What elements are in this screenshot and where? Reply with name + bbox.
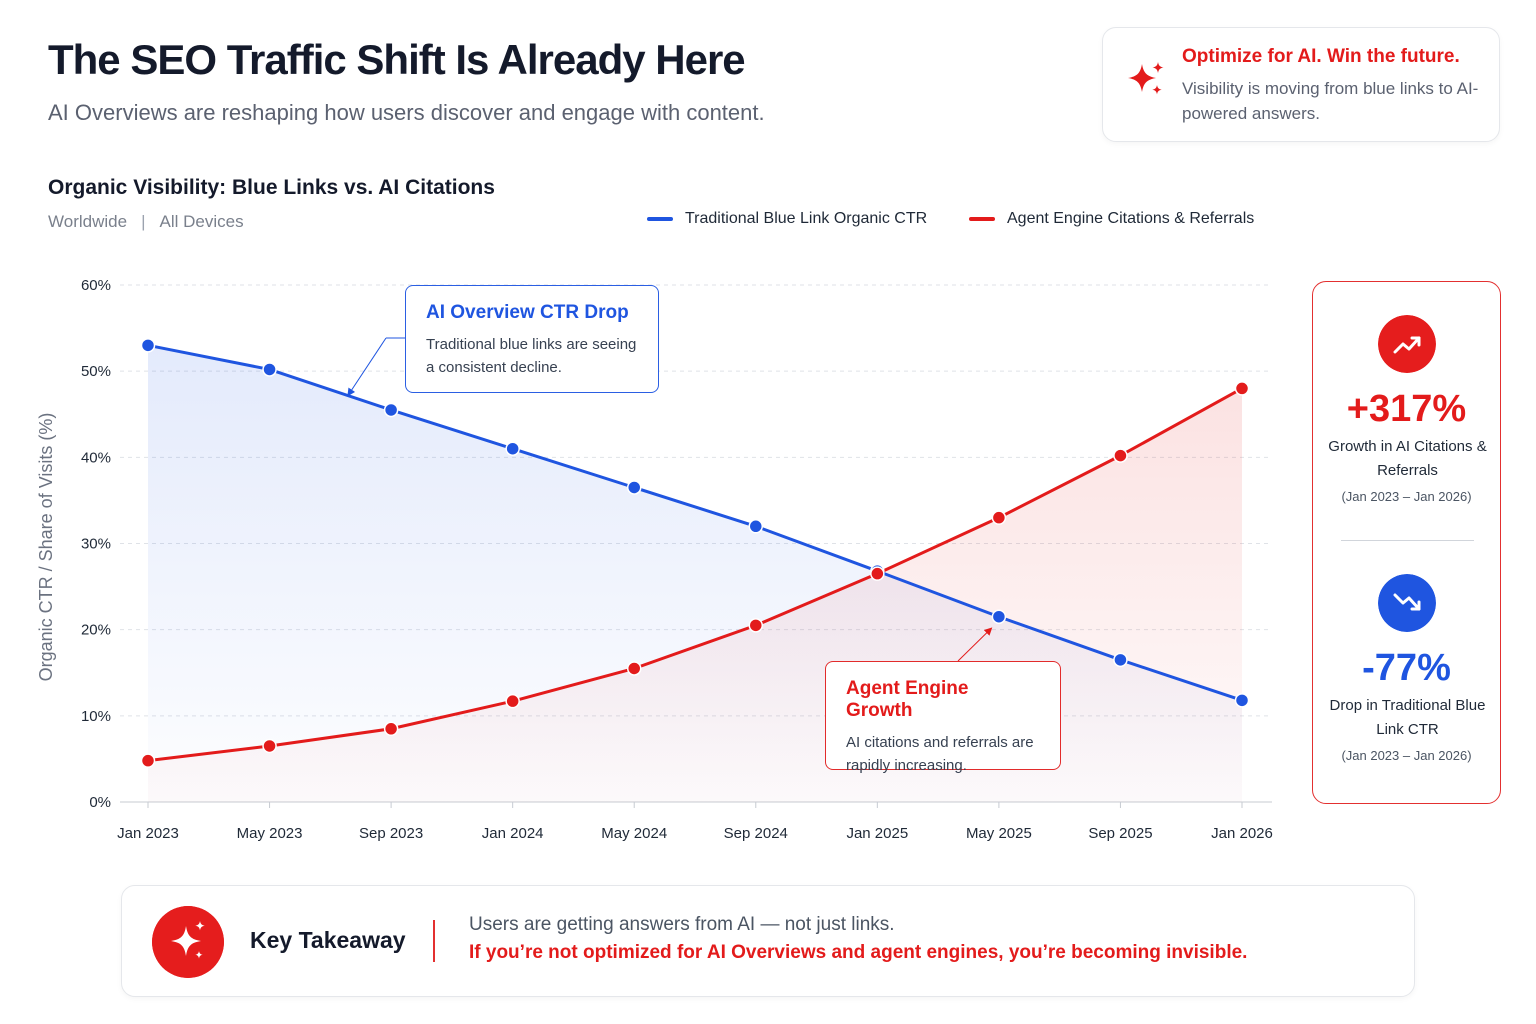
stat-growth-value: +317% — [1346, 388, 1467, 430]
data-point — [262, 362, 277, 377]
data-point — [991, 510, 1007, 525]
region-filter: Worldwide — [48, 212, 128, 231]
callout-agent-growth: Agent Engine Growth AI citations and ref… — [825, 661, 1061, 774]
legend-swatch-blue — [647, 217, 673, 221]
y-tick-label: 0% — [89, 794, 111, 811]
chart-title: Organic Visibility: Blue Links vs. AI Ci… — [48, 176, 495, 199]
promo-card: Optimize for AI. Win the future. Visibil… — [1102, 27, 1500, 142]
data-point — [1234, 381, 1250, 396]
legend-swatch-red — [969, 217, 995, 221]
callout-ctr-drop-text: Traditional blue links are seeing a cons… — [426, 336, 637, 376]
page-title: The SEO Traffic Shift Is Already Here — [48, 36, 746, 83]
data-point — [1113, 652, 1128, 668]
chart-meta: Worldwide | All Devices — [48, 212, 244, 232]
data-point — [748, 519, 764, 534]
data-point — [505, 693, 520, 709]
callout-ctr-drop-title: AI Overview CTR Drop — [426, 302, 629, 323]
meta-separator: | — [141, 212, 146, 231]
data-point — [505, 441, 520, 456]
x-tick-label: Jan 2026 — [1211, 825, 1273, 842]
x-tick-label: Sep 2024 — [724, 825, 788, 842]
data-point — [748, 618, 764, 633]
x-tick-label: May 2025 — [966, 825, 1032, 842]
stat-drop-label: Drop in Traditional Blue Link CTR — [1329, 697, 1486, 738]
data-point — [383, 721, 399, 737]
key-takeaway-banner: Key Takeaway Users are getting answers f… — [121, 885, 1415, 997]
legend-label-blue: Traditional Blue Link Organic CTR — [685, 210, 928, 227]
takeaway-line-1: Users are getting answers from AI — not … — [469, 914, 895, 935]
stat-growth-label: Growth in AI Citations & Referrals — [1328, 438, 1487, 479]
data-point — [1234, 693, 1250, 708]
x-tick-label: Sep 2023 — [359, 825, 423, 842]
y-axis-label: Organic CTR / Share of Visits (%) — [36, 413, 56, 682]
stat-drop-period: (Jan 2023 – Jan 2026) — [1341, 748, 1472, 763]
data-point — [626, 480, 642, 495]
legend-label-red: Agent Engine Citations & Referrals — [1007, 210, 1255, 227]
y-tick-label: 40% — [81, 449, 111, 466]
sparkle-icon — [1128, 62, 1164, 95]
sparkle-icon — [152, 906, 224, 978]
takeaway-label: Key Takeaway — [250, 927, 406, 953]
x-tick-label: Jan 2024 — [482, 825, 544, 842]
data-point — [870, 566, 885, 581]
data-point — [140, 753, 156, 768]
callout-agent-growth-text: AI citations and referrals are rapidly i… — [846, 734, 1034, 774]
trending-down-icon — [1378, 574, 1436, 632]
data-point — [140, 338, 156, 353]
stats-divider — [1341, 540, 1474, 541]
callout-ctr-drop: AI Overview CTR Drop Traditional blue li… — [405, 285, 659, 393]
page-subtitle: AI Overviews are reshaping how users dis… — [48, 100, 765, 125]
data-point — [262, 738, 277, 754]
x-tick-label: Jan 2025 — [846, 825, 908, 842]
stats-panel: +317% Growth in AI Citations & Referrals… — [1312, 281, 1501, 804]
x-tick-label: Sep 2025 — [1088, 825, 1152, 842]
device-filter: All Devices — [159, 212, 244, 231]
y-tick-label: 20% — [81, 622, 111, 639]
legend-item-ai-citations: Agent Engine Citations & Referrals — [969, 210, 1254, 228]
stat-growth-period: (Jan 2023 – Jan 2026) — [1341, 489, 1472, 504]
y-tick-label: 60% — [81, 277, 111, 294]
data-point — [383, 402, 399, 418]
trending-up-icon — [1378, 315, 1436, 373]
callout-arrow — [957, 627, 993, 662]
x-tick-label: May 2024 — [601, 825, 667, 842]
legend-item-blue-links: Traditional Blue Link Organic CTR — [647, 210, 927, 228]
callout-arrow — [347, 337, 387, 397]
y-tick-label: 30% — [81, 536, 111, 553]
callout-agent-growth-title: Agent Engine Growth — [846, 678, 969, 721]
series-line-1 — [147, 387, 1243, 763]
promo-body: Visibility is moving from blue links to … — [1182, 79, 1479, 123]
takeaway-divider — [433, 920, 435, 962]
stat-drop-value: -77% — [1362, 647, 1451, 689]
y-tick-label: 50% — [81, 363, 111, 380]
data-point — [626, 661, 642, 676]
x-tick-label: Jan 2023 — [117, 825, 179, 842]
data-point — [991, 609, 1007, 624]
series-line-0 — [147, 343, 1243, 702]
y-tick-label: 10% — [81, 708, 111, 725]
promo-headline: Optimize for AI. Win the future. — [1182, 46, 1460, 67]
data-point — [1113, 448, 1128, 463]
x-tick-label: May 2023 — [237, 825, 303, 842]
takeaway-line-2: If you’re not optimized for AI Overviews… — [469, 942, 1248, 963]
